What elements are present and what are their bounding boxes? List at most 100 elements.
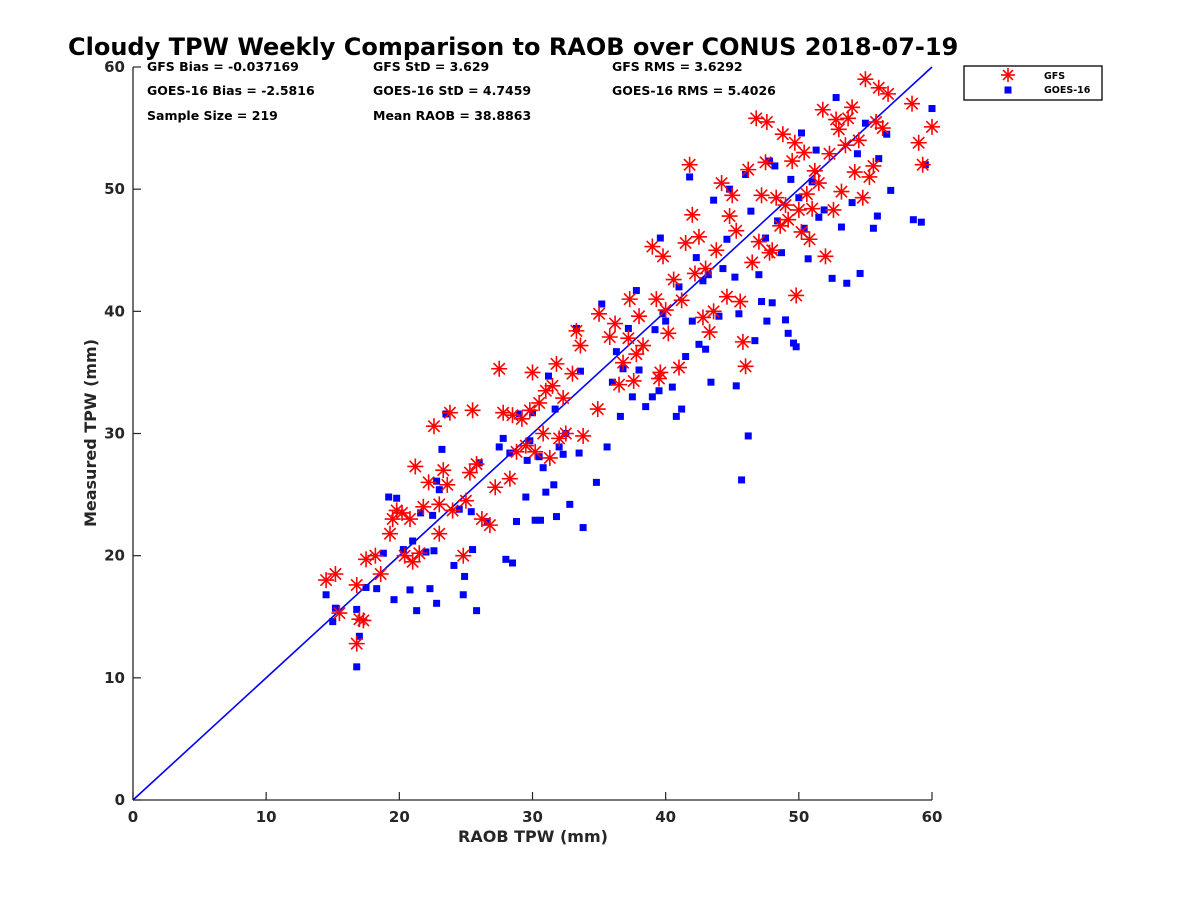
- gfs-point: [924, 118, 940, 135]
- gfs-point: [620, 330, 637, 347]
- goes-16-point: [828, 274, 836, 282]
- stat-gfs-rms: GFS RMS = 3.6292: [612, 59, 743, 74]
- gfs-point: [517, 437, 534, 454]
- legend-goes-square: [1004, 86, 1012, 94]
- x-tick-label: 50: [788, 808, 809, 826]
- goes-16-point: [742, 171, 750, 179]
- gfs-point: [705, 303, 722, 320]
- gfs-point: [780, 211, 797, 228]
- goes-16-point: [608, 378, 616, 386]
- gfs-point: [655, 248, 672, 265]
- gfs-point: [870, 79, 887, 96]
- goes-16-point: [469, 546, 477, 554]
- goes-16-point: [869, 224, 877, 232]
- gfs-point: [764, 242, 781, 259]
- goes-16-point: [795, 194, 803, 202]
- goes-16-point: [642, 403, 650, 411]
- y-tick-label: 0: [115, 791, 125, 809]
- gfs-point: [753, 187, 770, 204]
- goes-16-point: [635, 366, 643, 374]
- goes-16-point: [774, 217, 782, 225]
- goes-16-point: [544, 372, 552, 380]
- goes-16-point: [909, 216, 917, 224]
- gfs-point: [665, 271, 682, 288]
- goes-16-point: [390, 596, 398, 604]
- goes-16-point: [837, 223, 845, 231]
- reference-line: [132, 66, 933, 801]
- goes-16-point: [413, 607, 421, 615]
- gfs-point: [757, 154, 774, 171]
- gfs-point: [527, 443, 544, 460]
- gfs-point: [846, 164, 863, 181]
- goes-16-point: [467, 508, 475, 516]
- gfs-point: [833, 183, 850, 200]
- goes-16-point: [592, 478, 600, 486]
- goes-16-point: [702, 345, 710, 353]
- x-tick-label: 10: [256, 808, 277, 826]
- goes-16-point: [379, 549, 387, 557]
- goes-16-point: [579, 524, 587, 532]
- goes-16-point: [832, 94, 840, 102]
- gfs-point: [491, 360, 508, 377]
- gfs-point: [544, 377, 561, 394]
- gfs-point: [348, 635, 365, 652]
- gfs-point: [468, 456, 485, 473]
- data-points: [318, 71, 940, 671]
- gfs-point: [635, 337, 652, 354]
- gfs-point: [744, 254, 761, 271]
- gfs-point: [784, 153, 801, 170]
- axes: 0 10 20 30 40 50 60 0 10 20 30 40 50 60: [104, 58, 942, 826]
- goes-16-point: [628, 393, 636, 401]
- gfs-point: [415, 498, 432, 515]
- gfs-point: [575, 427, 592, 444]
- gfs-point: [564, 365, 581, 382]
- gfs-point: [535, 425, 552, 442]
- goes-16-point: [399, 546, 407, 554]
- goes-16-point: [632, 287, 640, 295]
- gfs-point: [382, 525, 399, 542]
- gfs-point: [914, 156, 931, 173]
- gfs-point: [501, 470, 518, 487]
- goes-16-point: [755, 271, 763, 279]
- goes-16-point: [373, 585, 381, 593]
- goes-16-point: [575, 449, 583, 457]
- gfs-point: [850, 132, 867, 149]
- goes-16-point: [682, 353, 690, 361]
- goes-16-point: [815, 213, 823, 221]
- goes-16-point: [686, 173, 694, 181]
- stat-gfs-bias: GFS Bias = -0.037169: [147, 59, 299, 74]
- goes-16-point: [812, 146, 820, 154]
- goes-16-point: [322, 591, 330, 599]
- goes-16-point: [771, 162, 779, 170]
- goes-16-point: [726, 185, 734, 193]
- goes-16-point: [539, 464, 547, 472]
- goes-16-point: [766, 157, 774, 165]
- goes-16-point: [509, 559, 517, 567]
- gfs-point: [708, 242, 725, 259]
- gfs-point: [521, 402, 538, 419]
- gfs-point: [508, 443, 525, 460]
- gfs-point: [625, 372, 642, 389]
- x-tick-label: 20: [389, 808, 410, 826]
- gfs-point: [541, 449, 558, 466]
- goes-16-point: [848, 199, 856, 207]
- y-tick-label: 30: [104, 425, 125, 443]
- gfs-point: [621, 291, 638, 308]
- gfs-point: [701, 324, 718, 341]
- gfs-point: [740, 161, 757, 178]
- goes-16-point: [522, 493, 530, 501]
- gfs-point: [441, 404, 458, 421]
- gfs-point: [481, 517, 498, 534]
- gfs-point: [690, 228, 707, 245]
- gfs-point: [531, 394, 548, 411]
- x-tick-label: 60: [922, 808, 943, 826]
- goes-16-point: [768, 299, 776, 307]
- gfs-point: [457, 492, 474, 509]
- gfs-point: [801, 231, 818, 248]
- goes-16-point: [362, 583, 370, 591]
- chart-title: Cloudy TPW Weekly Comparison to RAOB ove…: [68, 33, 958, 61]
- goes-16-point: [442, 410, 450, 418]
- goes-16-point: [598, 300, 606, 308]
- gfs-point: [910, 134, 927, 151]
- stats-block: GFS Bias = -0.037169 GFS StD = 3.629 GFS…: [147, 59, 776, 123]
